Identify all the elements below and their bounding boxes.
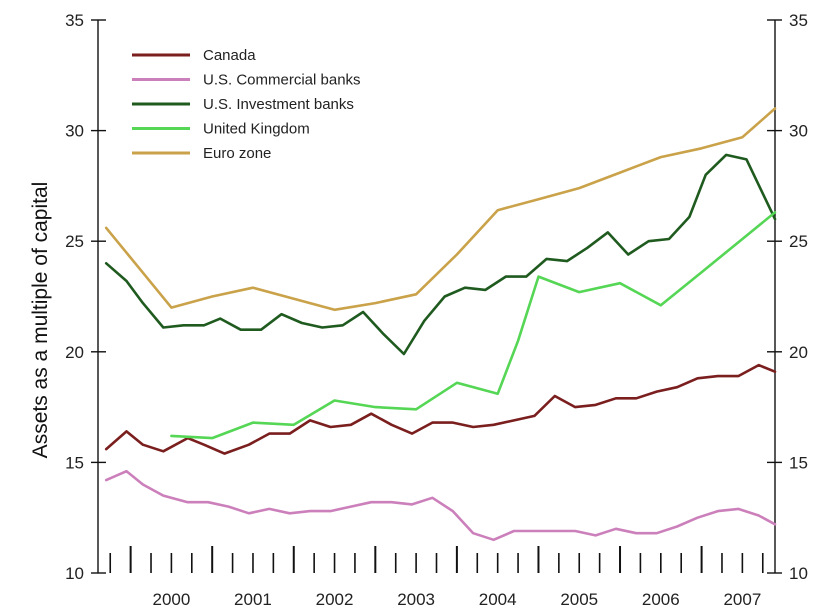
y-tick-label-right: 20 — [789, 343, 808, 362]
y-tick-label-left: 15 — [65, 453, 84, 472]
legend-label: Euro zone — [203, 145, 271, 162]
legend-label: U.S. Investment banks — [203, 96, 354, 113]
y-axis-title: Assets as a multiple of capital — [29, 182, 52, 459]
y-tick-label-right: 25 — [789, 232, 808, 251]
legend: Canada U.S. Commercial banks U.S. Investme… — [132, 47, 361, 162]
x-tick-label: 2001 — [234, 590, 272, 609]
series-line — [170, 211, 777, 440]
series-line — [104, 363, 777, 455]
legend-label: U.S. Commercial banks — [203, 72, 361, 89]
y-tick-label-left: 35 — [65, 11, 84, 30]
x-tick-label: 2007 — [723, 590, 761, 609]
x-tick-label: 2003 — [397, 590, 435, 609]
x-tick-label: 2005 — [560, 590, 598, 609]
y-tick-label-right: 10 — [789, 564, 808, 583]
series-lines — [104, 107, 777, 542]
series-line — [104, 107, 777, 312]
y-tick-label-right: 15 — [789, 453, 808, 472]
y-tick-label-left: 25 — [65, 232, 84, 251]
x-tick-label: 2006 — [642, 590, 680, 609]
legend-label: United Kingdom — [203, 121, 310, 138]
x-tick-label: 2004 — [479, 590, 517, 609]
y-tick-label-left: 30 — [65, 122, 84, 141]
y-tick-label-left: 10 — [65, 564, 84, 583]
series-line — [104, 469, 777, 542]
y-tick-label-left: 20 — [65, 343, 84, 362]
y-tick-label-right: 30 — [789, 122, 808, 141]
x-tick-label: 2002 — [316, 590, 354, 609]
y-tick-label-right: 35 — [789, 11, 808, 30]
axes: 10 10 15 15 20 20 25 25 30 30 35 35 2000 2001 2002 2003… — [65, 11, 808, 609]
x-tick-label: 2000 — [152, 590, 190, 609]
legend-label: Canada — [203, 47, 256, 64]
series-line — [104, 153, 777, 356]
